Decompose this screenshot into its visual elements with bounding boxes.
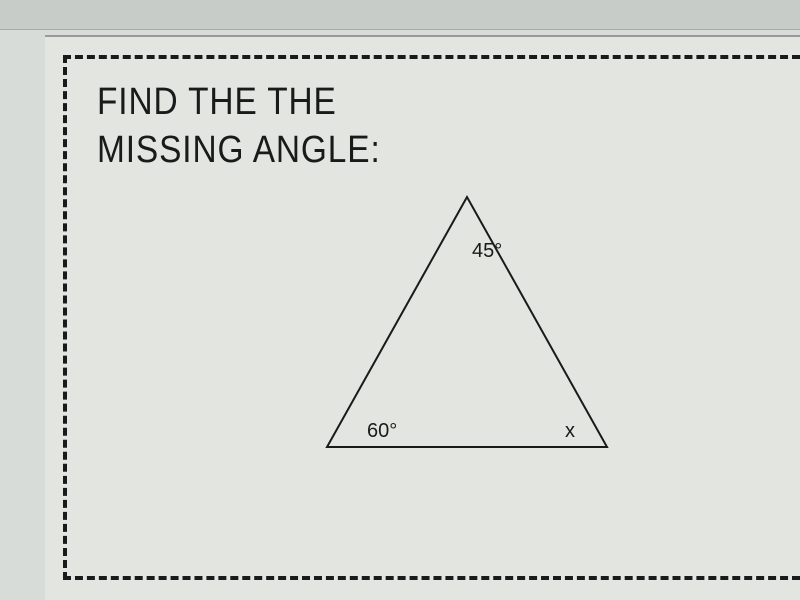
angle-bottom-left-label: 60° — [367, 420, 397, 442]
worksheet-area: FIND THE THE MISSING ANGLE: 45° 60° x — [45, 35, 800, 600]
angle-top-label: 45° — [472, 240, 502, 262]
triangle-diagram: 45° 60° x — [297, 177, 637, 477]
triangle-shape — [327, 197, 607, 447]
title-line-2: MISSING ANGLE: — [97, 127, 689, 175]
problem-frame: FIND THE THE MISSING ANGLE: 45° 60° x — [63, 55, 800, 580]
problem-title: FIND THE THE MISSING ANGLE: — [97, 79, 689, 174]
title-line-1: FIND THE THE — [97, 79, 689, 127]
angle-bottom-right-label: x — [565, 420, 575, 442]
window-top-bar — [0, 0, 800, 30]
